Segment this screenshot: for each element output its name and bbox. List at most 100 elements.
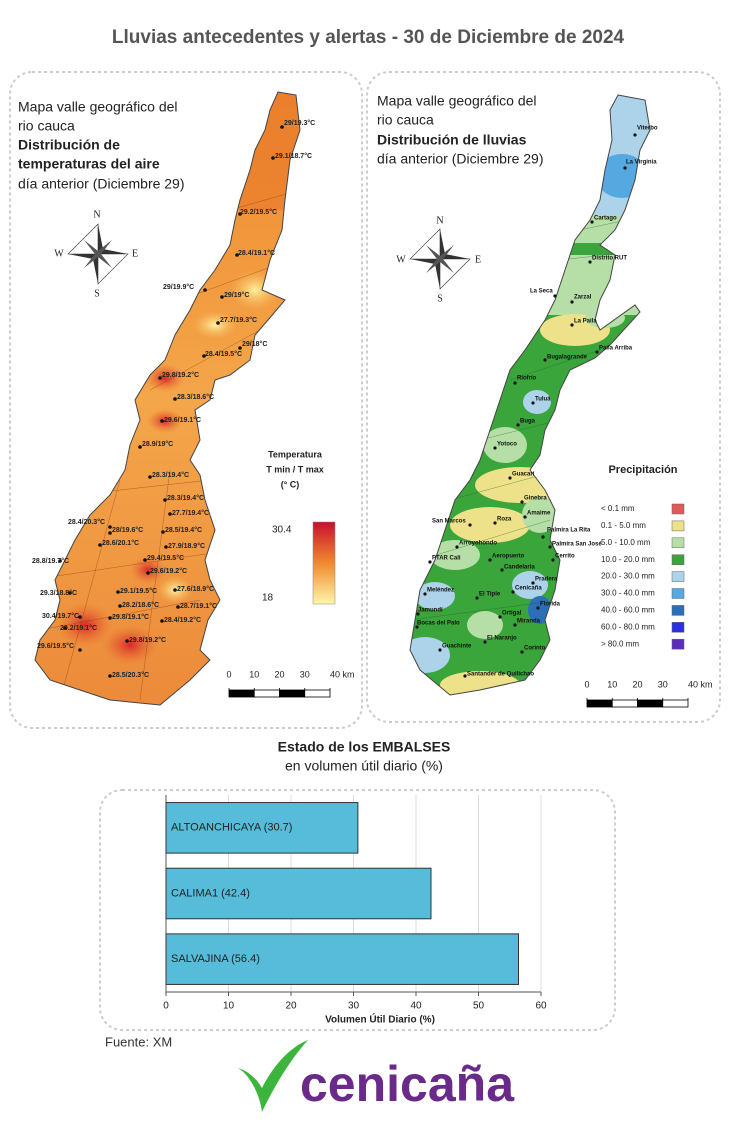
station-label: 29.8/19.2°C [162,371,199,379]
legend-swatch [671,622,685,633]
station-label: 28.5/19.4°C [165,526,202,534]
station-label: 28.3/18.6°C [177,393,214,401]
map-heading: temperaturas del aire [18,156,160,172]
compass-label: E [475,254,481,265]
scale-segment [662,699,689,708]
scale-segment [611,699,638,708]
station-dot [161,530,165,534]
station-dot [536,606,540,610]
station-dot [146,571,150,575]
station-label: 28.3/19.4°C [152,471,189,479]
station-label: Tuluá [535,397,551,403]
station-label: 29/19.9°C [163,283,194,291]
legend-label: 60.0 - 80.0 mm [601,622,655,631]
station-dot [520,500,524,504]
station-dot [63,626,67,630]
station-dot [623,166,627,170]
station-dot [531,581,535,585]
bar-label: SALVAJINA (56.4) [171,953,260,965]
station-label: 29.6/19.1°C [164,416,201,424]
logo: cenicaña [300,1056,515,1112]
station-dot [553,294,557,298]
map-heading: Distribución de lluvias [377,132,527,148]
station-label: Distrito RUT [592,256,627,262]
legend-swatch [671,554,685,565]
temperature-map-labels: 29/19.3°C 29.1/18.7°C 29.2/19.5°C 28.4/19.1… [32,119,355,698]
station-dot [543,358,547,362]
station-label: Jamundí [418,608,443,614]
station-dot [513,623,517,627]
compass-label: E [132,248,138,259]
station-dot [498,615,502,619]
station-label: 29/18°C [242,340,267,348]
map-outline [409,94,651,696]
legend-label: 40.0 - 60.0 mm [601,606,655,615]
station-dot [116,590,120,594]
station-dot [590,220,594,224]
station-dot [570,300,574,304]
station-label: Cenicaña [515,586,542,592]
scale-segment [228,689,255,698]
scale-segment [637,699,664,708]
station-label: 29.6/19.2°C [150,567,187,575]
legend-label: 0.1 - 5.0 mm [601,521,646,530]
chart: 0 10 20 30 40 50 60 ALTOANCHICAYA (30.7) CALIMA1… [163,795,547,1012]
scale-label: 0 [584,679,589,689]
station-dot [633,133,637,137]
station-label: Ortigal [502,611,522,617]
station-label: Corinto [524,646,546,652]
legend-title: Precipitación [608,464,677,476]
compass-label: W [54,248,64,259]
scale-label: 10 [607,679,617,689]
map-subtitle: día anterior (Diciembre 29) [377,151,544,167]
map-title: rio cauca [377,112,434,128]
station-dot [160,419,164,423]
station-dot [238,212,242,216]
station-label: PTAR Cali [432,556,461,562]
station-dot [416,612,420,616]
station-label: 29.1/19.5°C [120,587,157,595]
station-label: La Seca [530,289,553,295]
station-label: 28.6/20.1°C [102,539,139,547]
station-label: Candelaria [504,565,535,571]
station-dot [475,596,479,600]
legend-swatch [671,503,685,515]
station-label: 28.4/19.2°C [164,616,201,624]
station-dot [163,498,167,502]
station-dot [238,346,242,350]
station-dot [78,648,82,652]
station-label: Paila Arriba [599,346,633,352]
compass-label: W [396,254,406,265]
station-label: 27.6/18.9°C [177,585,214,593]
station-label: 28.5/20.3°C [112,671,149,679]
map-heading: Distribución de [18,137,120,153]
station-label: 29.4/19.5°C [147,554,184,562]
legend-swatch [671,605,685,616]
station-dot [493,521,497,525]
source: Fuente: XM [105,1034,172,1049]
scale-label: 30 [300,669,310,679]
station-label: 29.8/19.2°C [129,636,166,644]
station-label: La Paila [574,319,597,325]
compass-label: S [94,288,100,299]
panel-border [9,71,363,729]
legend-swatch [671,571,685,582]
station-label: 29.2/19.1°C [60,624,97,632]
legend-title: Temperatura [268,449,323,459]
bar [165,867,432,920]
scale-segment [279,689,306,698]
x-tick-label: 10 [223,1001,235,1012]
station-dot [108,674,112,678]
station-dot [523,515,527,519]
station-dot [138,445,142,449]
station-dot [108,616,112,620]
bar [165,933,519,985]
station-label: Ginebra [524,496,547,502]
page-title: Lluvias antecedentes y alertas - 30 de D… [112,27,625,48]
station-dot [160,619,164,623]
station-dot [428,560,432,564]
station-label: Viterbo [637,126,658,132]
legend-title: (° C) [281,479,300,489]
station-label: Miranda [517,619,541,625]
